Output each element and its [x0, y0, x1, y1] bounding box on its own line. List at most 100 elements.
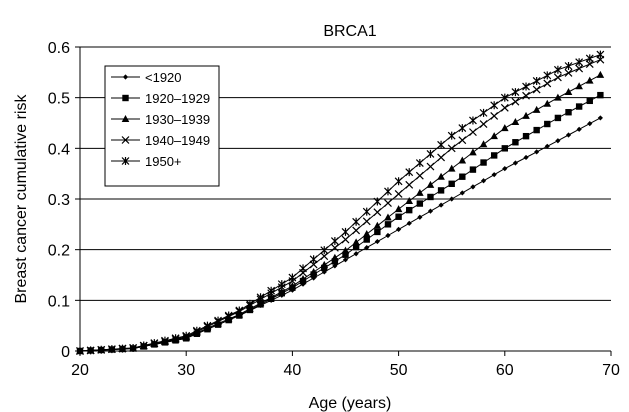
data-point-shape — [490, 111, 499, 120]
data-point — [564, 69, 573, 77]
data-point — [384, 221, 392, 228]
data-point — [500, 103, 509, 112]
data-point-shape — [564, 87, 573, 95]
data-point-shape — [512, 160, 519, 166]
data-point — [118, 344, 127, 353]
data-point-shape — [458, 156, 467, 164]
data-point — [437, 140, 446, 149]
legend-marker-shape — [121, 157, 130, 165]
data-point — [585, 60, 594, 69]
data-point-shape — [449, 196, 455, 202]
data-point — [555, 138, 561, 144]
data-point-shape — [416, 200, 424, 207]
data-point — [587, 121, 593, 127]
data-point-shape — [341, 227, 350, 236]
data-point-shape — [373, 197, 382, 206]
data-point-shape — [405, 197, 414, 205]
data-point-shape — [384, 199, 392, 207]
data-point-shape — [320, 246, 329, 255]
data-point-shape — [342, 251, 349, 258]
data-point-shape — [288, 273, 297, 282]
data-point — [490, 111, 499, 120]
x-tick-label: 20 — [71, 362, 89, 379]
data-point-shape — [405, 168, 414, 177]
data-point-shape — [555, 138, 561, 144]
data-point — [490, 132, 498, 140]
data-point — [373, 221, 382, 229]
data-point — [342, 251, 349, 258]
data-point-shape — [437, 172, 445, 180]
data-point — [426, 162, 435, 171]
data-point-shape — [330, 243, 339, 252]
data-point-shape — [415, 159, 424, 168]
data-point-shape — [437, 140, 446, 149]
data-point-shape — [364, 245, 370, 251]
data-point — [458, 136, 467, 145]
data-point — [447, 164, 456, 172]
data-point — [576, 126, 582, 132]
data-point — [543, 79, 552, 88]
data-point-shape — [320, 252, 329, 261]
data-point — [564, 62, 573, 70]
data-point — [532, 76, 541, 85]
data-point-shape — [490, 152, 498, 159]
data-point-shape — [150, 339, 159, 348]
data-point — [522, 91, 530, 100]
y-tick-label: 0.1 — [48, 293, 70, 310]
data-point-shape — [256, 299, 265, 307]
data-point-shape — [447, 164, 456, 172]
legend-item: 1930–1939 — [111, 112, 210, 127]
data-point — [182, 331, 191, 340]
data-point-shape — [469, 166, 477, 173]
data-point-shape — [522, 82, 530, 91]
data-point-shape — [575, 103, 583, 110]
data-point — [459, 173, 466, 180]
data-point-shape — [299, 264, 307, 273]
data-point-shape — [139, 341, 148, 350]
data-point-shape — [544, 120, 551, 128]
data-point — [415, 171, 424, 180]
data-point-shape — [458, 124, 467, 133]
data-point — [277, 280, 286, 289]
legend-label: <1920 — [145, 70, 182, 85]
data-point — [405, 180, 414, 189]
data-point — [161, 336, 169, 345]
data-point-shape — [353, 251, 359, 257]
data-point-shape — [575, 64, 584, 73]
data-point — [299, 264, 307, 273]
data-point-shape — [331, 253, 339, 261]
data-point — [353, 251, 359, 257]
data-point-shape — [458, 136, 467, 145]
data-point — [490, 152, 498, 159]
data-point-shape — [342, 257, 349, 263]
data-point — [511, 97, 520, 106]
data-point — [203, 321, 212, 330]
data-point — [363, 236, 370, 243]
data-point-shape — [534, 149, 540, 155]
data-point-shape — [309, 267, 318, 275]
legend-box — [104, 65, 220, 187]
data-point — [352, 238, 360, 246]
data-point-shape — [363, 236, 370, 243]
legend-label: 1930–1939 — [145, 112, 210, 127]
data-point — [320, 246, 329, 255]
data-point — [331, 253, 339, 261]
data-point-shape — [479, 108, 488, 117]
data-point — [585, 76, 594, 84]
legend-marker — [121, 157, 130, 165]
data-point-shape — [309, 255, 318, 264]
data-point — [86, 346, 95, 355]
data-point-shape — [374, 228, 381, 236]
data-point — [511, 117, 520, 125]
data-point-shape — [362, 230, 371, 238]
data-point-shape — [575, 82, 583, 90]
data-point — [438, 202, 444, 208]
data-point — [543, 99, 552, 107]
data-point — [522, 111, 530, 119]
data-point — [512, 139, 519, 146]
legend-item: 1920–1929 — [111, 91, 210, 106]
data-point — [500, 93, 509, 102]
data-point — [394, 190, 403, 198]
data-point-shape — [522, 91, 530, 100]
